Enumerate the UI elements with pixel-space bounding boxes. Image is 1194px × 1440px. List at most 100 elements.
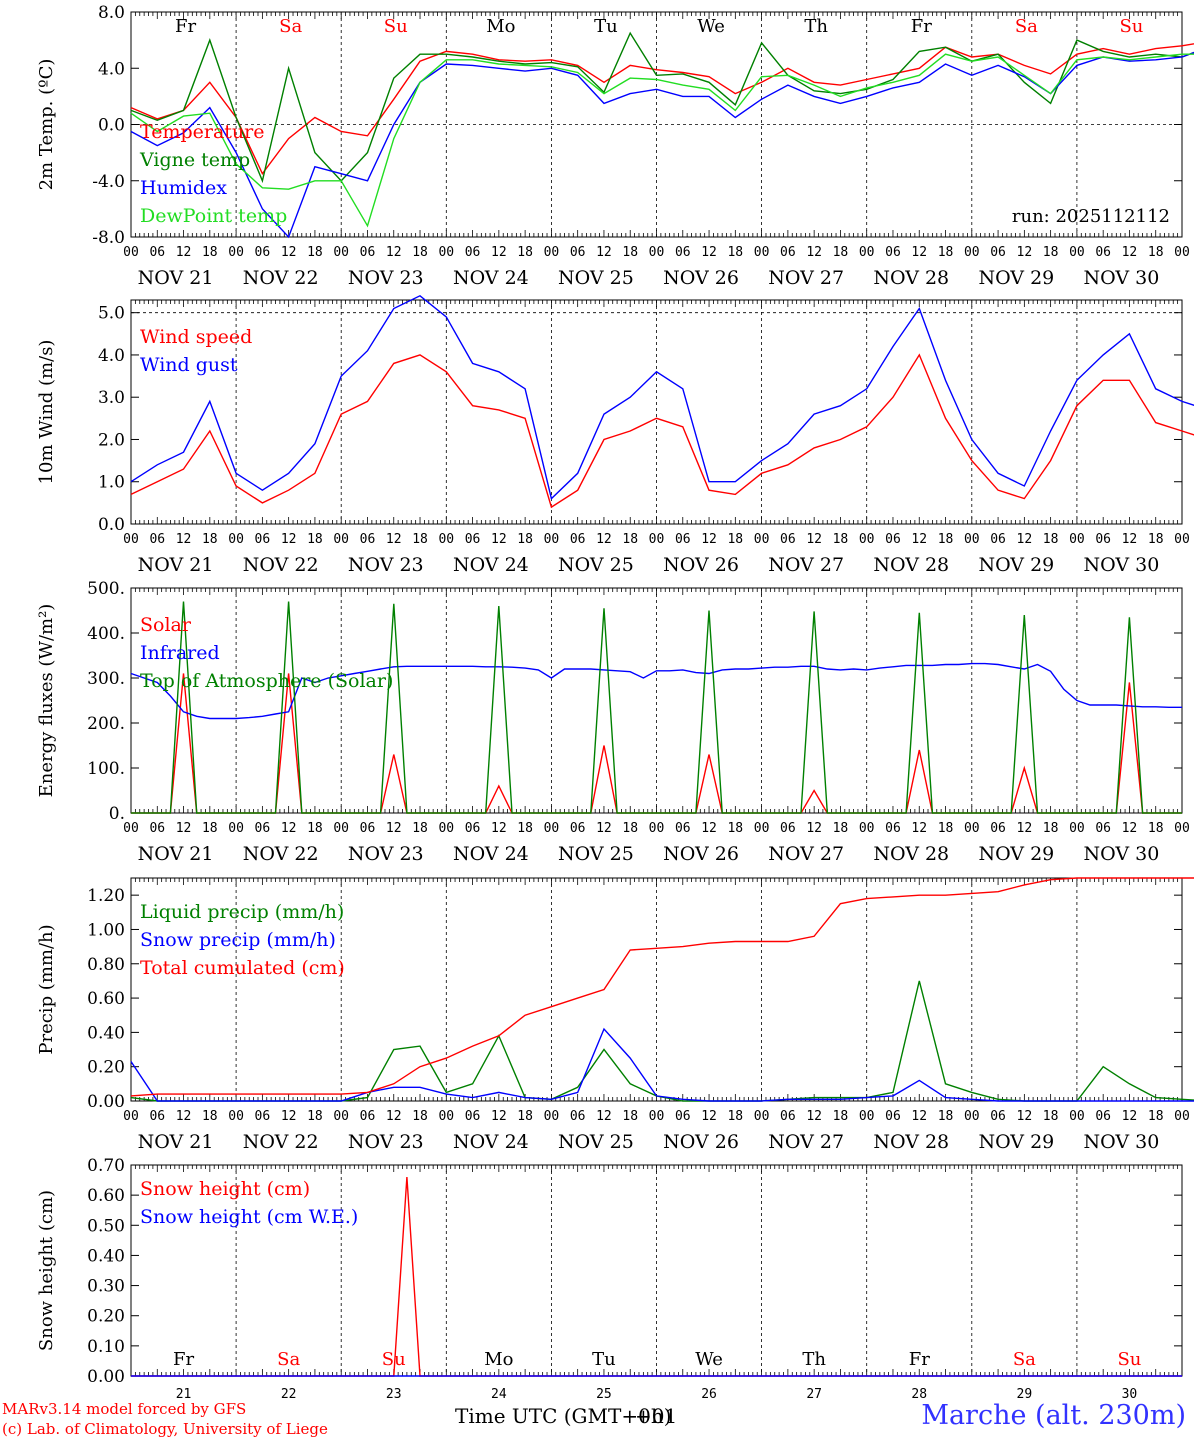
day-number-label: 28 xyxy=(911,1387,927,1402)
y-tick-label: 500. xyxy=(87,579,125,599)
hour-tick-label: 00 xyxy=(649,1109,665,1124)
date-label: NOV 25 xyxy=(558,1131,634,1153)
hour-tick-label: 06 xyxy=(465,245,481,260)
hour-tick-label: 12 xyxy=(806,1109,822,1124)
run-label: run: 2025112112 xyxy=(1012,206,1170,227)
hour-tick-label: 12 xyxy=(1017,821,1033,836)
series-line-humidex xyxy=(130,51,1194,239)
hour-tick-label: 00 xyxy=(438,1109,454,1124)
date-label: NOV 29 xyxy=(978,554,1054,576)
y-axis-label: Energy fluxes (W/m²) xyxy=(36,604,57,798)
hour-tick-label: 06 xyxy=(675,532,691,547)
date-label: NOV 29 xyxy=(978,267,1054,289)
date-label: NOV 25 xyxy=(558,554,634,576)
date-label: NOV 21 xyxy=(138,1131,214,1153)
hour-tick-label: 06 xyxy=(465,532,481,547)
hour-tick-label: 06 xyxy=(255,245,271,260)
date-label: NOV 27 xyxy=(768,843,844,865)
hour-tick-label: 12 xyxy=(596,1109,612,1124)
hour-tick-label: 06 xyxy=(780,1109,796,1124)
hour-tick-label: 06 xyxy=(570,1109,586,1124)
day-number-label: 29 xyxy=(1017,1387,1033,1402)
legend-entry: Top of Atmosphere (Solar) xyxy=(140,670,393,692)
hour-tick-label: 12 xyxy=(176,1109,192,1124)
hour-tick-label: 18 xyxy=(1043,532,1059,547)
hour-tick-label: 06 xyxy=(360,1109,376,1124)
hour-tick-label: 06 xyxy=(360,245,376,260)
y-tick-label: 0.40 xyxy=(87,1246,125,1266)
hour-tick-label: 12 xyxy=(281,821,297,836)
hour-tick-label: 06 xyxy=(465,1109,481,1124)
hour-tick-label: 00 xyxy=(544,532,560,547)
hour-tick-label: 00 xyxy=(1069,532,1085,547)
weekday-label: Su xyxy=(382,1349,406,1370)
hour-tick-label: 00 xyxy=(859,821,875,836)
credit-model: MARv3.14 model forced by GFS xyxy=(2,1400,247,1418)
hour-tick-label: 18 xyxy=(833,821,849,836)
hour-tick-label: 12 xyxy=(386,245,402,260)
y-tick-label: 4.0 xyxy=(98,346,125,366)
x-axis-title: Time UTC (GMT+0h) +01 xyxy=(455,1404,678,1428)
credit-lab: (c) Lab. of Climatology, University of L… xyxy=(2,1420,328,1438)
hour-tick-label: 12 xyxy=(596,821,612,836)
hour-tick-label: 06 xyxy=(149,532,165,547)
y-tick-label: 0.60 xyxy=(87,989,125,1009)
series-line-liquid-precip-mm-h- xyxy=(130,980,1194,1102)
hour-tick-label: 06 xyxy=(255,1109,271,1124)
y-tick-label: -4.0 xyxy=(92,172,125,192)
hour-tick-label: 00 xyxy=(964,821,980,836)
y-tick-label: 0.00 xyxy=(87,1092,125,1112)
hour-tick-label: 06 xyxy=(1095,1109,1111,1124)
hour-tick-label: 12 xyxy=(491,821,507,836)
weekday-label: We xyxy=(695,1349,723,1370)
hour-tick-label: 06 xyxy=(465,821,481,836)
day-number-label: 25 xyxy=(596,1387,612,1402)
weekday-label: We xyxy=(697,16,725,37)
date-label: NOV 28 xyxy=(873,267,949,289)
hour-tick-label: 18 xyxy=(622,245,638,260)
hour-tick-label: 06 xyxy=(255,532,271,547)
y-tick-label: -8.0 xyxy=(92,228,125,248)
y-axis-label: Snow height (cm) xyxy=(36,1190,57,1351)
hour-tick-label: 18 xyxy=(517,821,533,836)
weekday-label: Sa xyxy=(1013,1349,1036,1370)
day-number-label: 26 xyxy=(701,1387,717,1402)
weekday-label: Sa xyxy=(277,1349,300,1370)
hour-tick-label: 00 xyxy=(544,821,560,836)
date-label: NOV 26 xyxy=(663,267,739,289)
day-number-label: 27 xyxy=(806,1387,822,1402)
hour-tick-label: 12 xyxy=(701,1109,717,1124)
date-label: NOV 27 xyxy=(768,554,844,576)
y-tick-label: 0.10 xyxy=(87,1337,125,1357)
legend-entry: Infrared xyxy=(140,642,220,664)
date-label: NOV 25 xyxy=(558,843,634,865)
hour-tick-label: 00 xyxy=(964,1109,980,1124)
station-name: Marche (alt. 230m) xyxy=(921,1400,1186,1431)
hour-tick-label: 18 xyxy=(307,1109,323,1124)
weekday-label: Sa xyxy=(279,16,302,37)
date-label: NOV 21 xyxy=(138,843,214,865)
y-tick-label: 0.80 xyxy=(87,955,125,975)
date-label: NOV 24 xyxy=(453,843,529,865)
hour-tick-label: 12 xyxy=(176,245,192,260)
hour-tick-label: 12 xyxy=(911,245,927,260)
hour-tick-label: 12 xyxy=(1122,821,1138,836)
legend-entry: Total cumulated (cm) xyxy=(140,957,345,979)
y-tick-label: 2.0 xyxy=(98,430,125,450)
hour-tick-label: 18 xyxy=(833,532,849,547)
hour-tick-label: 18 xyxy=(202,1109,218,1124)
weekday-label: Tu xyxy=(592,1349,616,1370)
weekday-label: Su xyxy=(384,16,408,37)
hour-tick-label: 12 xyxy=(281,1109,297,1124)
hour-tick-label: 00 xyxy=(859,532,875,547)
hour-tick-label: 00 xyxy=(754,1109,770,1124)
hour-tick-label: 12 xyxy=(701,821,717,836)
hour-tick-label: 00 xyxy=(544,245,560,260)
hour-tick-label: 06 xyxy=(1095,821,1111,836)
legend-entry: Wind gust xyxy=(140,354,238,376)
hour-tick-label: 06 xyxy=(885,1109,901,1124)
hour-tick-label: 12 xyxy=(596,245,612,260)
y-tick-label: 200. xyxy=(87,714,125,734)
hour-tick-label: 06 xyxy=(990,532,1006,547)
hour-tick-label: 18 xyxy=(1148,245,1164,260)
